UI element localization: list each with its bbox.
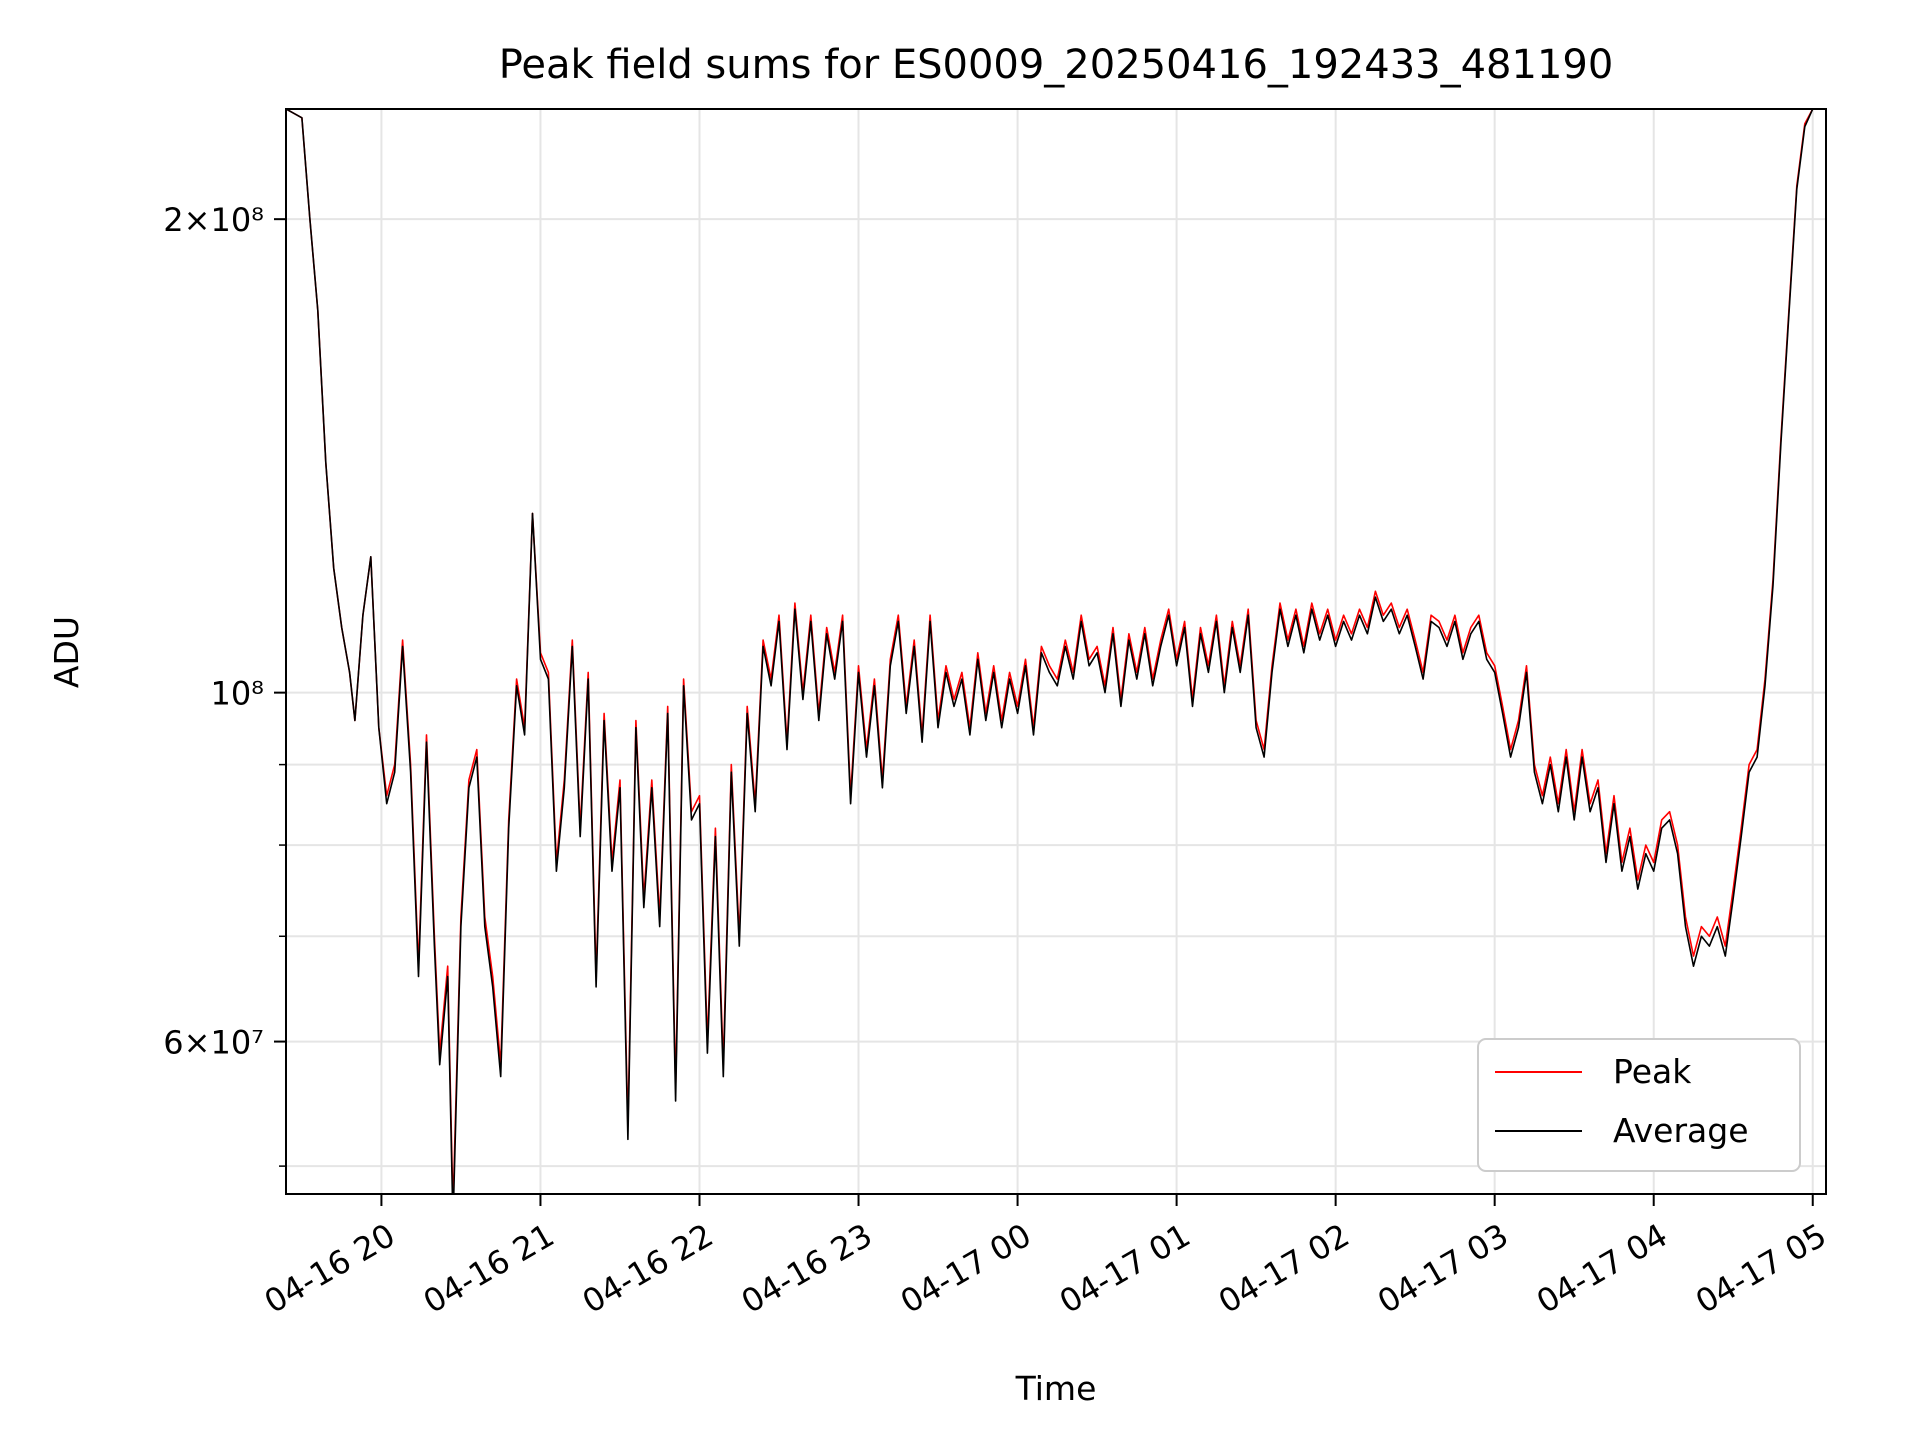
y-axis: 6×10⁷ 10⁸ 2×10⁸	[163, 201, 286, 1167]
y-tick-label: 6×10⁷	[163, 1024, 264, 1062]
legend-label-average: Average	[1613, 1111, 1749, 1150]
legend-label-peak: Peak	[1613, 1052, 1692, 1091]
y-axis-label: ADU	[47, 616, 86, 688]
series-lines	[286, 109, 1814, 1194]
x-axis-label: Time	[1015, 1369, 1097, 1408]
y-tick-label: 10⁸	[210, 675, 264, 713]
chart-title: Peak field sums for ES0009_20250416_1924…	[499, 42, 1614, 88]
series-line-average	[286, 109, 1814, 1194]
plot-area-frame	[285, 108, 1827, 1195]
legend: Peak Average	[1477, 1038, 1801, 1172]
y-tick-label: 2×10⁸	[163, 201, 264, 239]
